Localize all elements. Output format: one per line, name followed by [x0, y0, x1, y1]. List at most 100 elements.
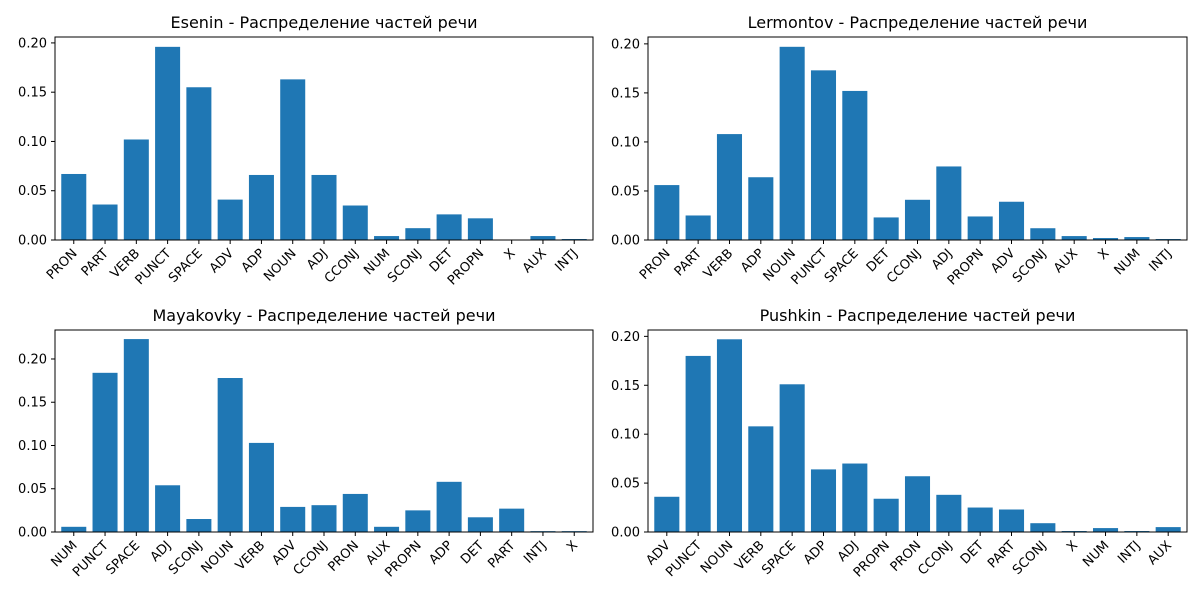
x-tick-label: PUNCT [663, 538, 705, 580]
x-tick-label: SPACE [166, 246, 206, 286]
chart-title: Lermontov - Распределение частей речи [748, 13, 1088, 32]
y-tick-label: 0.15 [18, 86, 47, 101]
y-tick-label: 0.05 [18, 482, 47, 497]
bar-adp [436, 481, 462, 532]
x-tick-label: ADJ [929, 246, 956, 273]
x-tick-label: NOUN [698, 538, 736, 576]
bar-adv [280, 506, 306, 532]
x-tick-label: CCONJ [291, 538, 331, 578]
y-tick-label: 0.00 [611, 234, 640, 249]
bar-punct [685, 355, 711, 532]
x-tick-label: NUM [1112, 246, 1144, 278]
bar-cconj [936, 494, 962, 532]
x-tick-label: CCONJ [884, 246, 924, 286]
chart-title: Pushkin - Распределение частей речи [760, 306, 1076, 325]
x-tick-label: PRON [44, 246, 81, 283]
bar-space [842, 90, 868, 240]
bar-cconj [342, 205, 368, 240]
x-tick-label: CCONJ [322, 246, 362, 286]
bar-adv [217, 199, 243, 240]
y-tick-label: 0.15 [611, 86, 640, 101]
y-tick-label: 0.05 [611, 184, 640, 199]
x-tick-label: SCONJ [385, 246, 425, 286]
bar-adv [998, 201, 1025, 240]
bar-noun [716, 339, 743, 532]
y-tick-label: 0.10 [611, 135, 640, 150]
bar-x [1092, 238, 1119, 240]
bar-punct [92, 372, 118, 532]
bar-pron [342, 493, 368, 532]
bar-propn [467, 218, 493, 240]
x-tick-label: ADJ [304, 246, 331, 273]
x-tick-label: DET [958, 538, 987, 567]
bar-punct [155, 46, 181, 240]
x-tick-label: ADV [207, 246, 237, 276]
x-tick-label: PART [672, 246, 705, 279]
bar-propn [405, 510, 431, 532]
x-tick-label: PART [79, 246, 112, 279]
bar-adj [155, 485, 181, 532]
bar-det [967, 507, 993, 532]
x-tick-label: AUX [1051, 246, 1081, 276]
bar-num [1124, 237, 1150, 240]
bar-adj [311, 174, 337, 240]
x-tick-label: SPACE [759, 538, 799, 578]
bar-aux [1061, 236, 1087, 240]
x-tick-label: VERB [233, 538, 268, 573]
chart-title: Mayakovky - Распределение частей речи [153, 306, 496, 325]
bar-num [61, 526, 87, 532]
bar-sconj [405, 228, 431, 240]
bar-adj [936, 166, 962, 240]
bar-adv [654, 496, 680, 532]
x-tick-label: SPACE [103, 538, 143, 578]
x-tick-label: SCONJ [1010, 538, 1050, 578]
bar-part [92, 204, 118, 240]
chart-title: Esenin - Распределение частей речи [171, 13, 478, 32]
bar-verb [748, 426, 774, 532]
chart-panel-4: 0.000.050.100.150.20ADVPUNCTNOUNVERBSPAC… [611, 306, 1188, 580]
bar-propn [967, 216, 993, 240]
bar-sconj [1030, 523, 1056, 532]
bar-space [186, 87, 212, 240]
x-tick-label: INTJ [1115, 538, 1144, 567]
bar-sconj [1030, 228, 1056, 240]
y-tick-label: 0.20 [18, 36, 47, 51]
y-tick-label: 0.15 [18, 396, 47, 411]
x-tick-label: PART [485, 538, 518, 571]
bar-det [873, 217, 899, 240]
x-tick-label: AUX [520, 246, 550, 276]
bar-pron [654, 185, 680, 240]
y-tick-label: 0.20 [611, 37, 640, 52]
bar-noun [217, 378, 243, 532]
bar-adj [842, 463, 868, 532]
bar-propn [873, 498, 899, 532]
y-tick-label: 0.00 [611, 526, 640, 541]
bar-pron [904, 476, 931, 532]
chart-panel-1: 0.000.050.100.150.20PRONPARTVERBPUNCTSPA… [18, 13, 594, 288]
bar-num [374, 236, 400, 240]
y-tick-label: 0.05 [611, 477, 640, 492]
x-tick-label: ADP [426, 538, 456, 568]
bar-det [467, 517, 493, 532]
bar-cconj [904, 199, 931, 240]
y-tick-label: 0.10 [18, 439, 47, 454]
x-tick-label: DET [458, 538, 487, 567]
x-tick-label: X [502, 246, 519, 263]
bar-adp [748, 177, 774, 240]
bar-noun [280, 79, 306, 241]
x-tick-label: AUX [1145, 538, 1175, 568]
x-tick-label: VERB [701, 246, 736, 281]
y-tick-label: 0.00 [18, 234, 47, 249]
y-tick-label: 0.10 [18, 135, 47, 150]
x-tick-label: ADP [801, 538, 831, 568]
x-tick-label: SCONJ [166, 538, 206, 578]
x-tick-label: PUNCT [133, 246, 175, 288]
x-tick-label: X [1064, 538, 1081, 555]
y-tick-label: 0.00 [18, 526, 47, 541]
x-tick-label: ADJ [148, 538, 175, 565]
x-tick-label: INTJ [553, 246, 582, 275]
